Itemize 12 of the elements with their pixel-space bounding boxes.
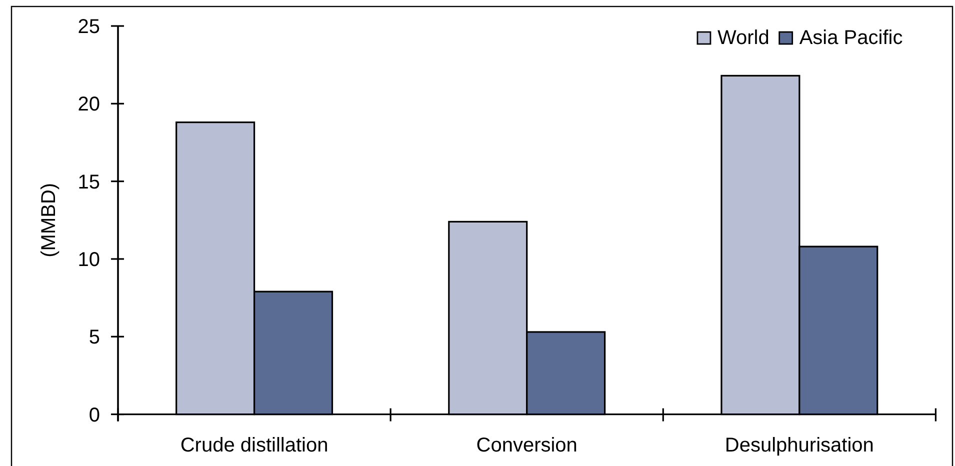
y-tick-label: 5	[88, 326, 100, 349]
x-tick-label: Conversion	[476, 434, 578, 456]
y-tick-label: 0	[88, 404, 100, 426]
y-tick-label: 15	[78, 171, 100, 194]
y-tick-label: 10	[78, 248, 100, 271]
x-tick-label: Desulphurisation	[724, 434, 874, 456]
y-tick-label: 25	[78, 16, 100, 38]
legend-label: Asia Pacific	[799, 27, 903, 49]
y-tick-label: 20	[78, 94, 100, 116]
x-tick-label: Crude distillation	[180, 434, 328, 456]
y-axis-title: (MMBD)	[38, 182, 60, 258]
legend-label: World	[717, 27, 770, 49]
